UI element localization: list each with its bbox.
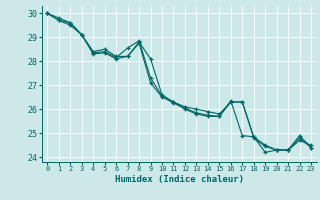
X-axis label: Humidex (Indice chaleur): Humidex (Indice chaleur)	[115, 175, 244, 184]
